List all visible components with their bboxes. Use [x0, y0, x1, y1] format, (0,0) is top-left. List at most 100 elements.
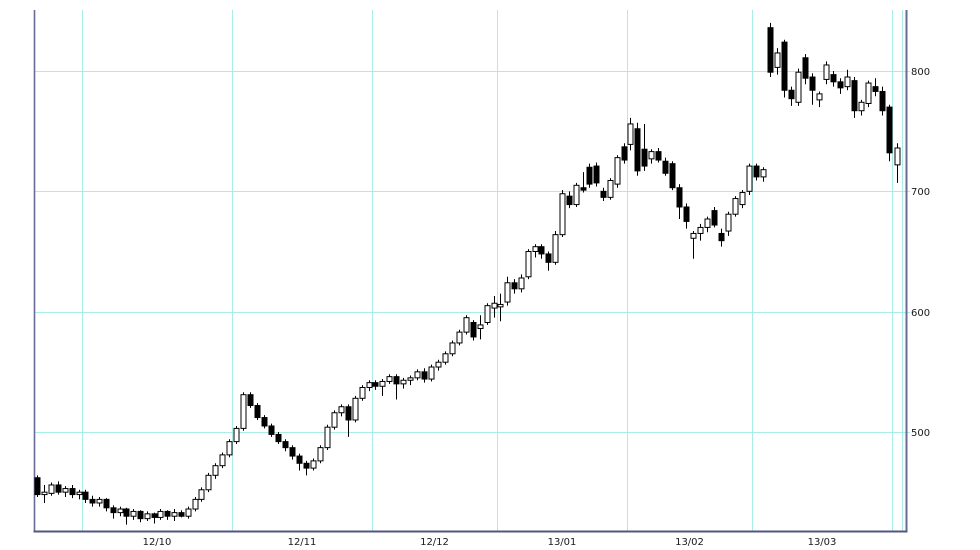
candle-body-up: [198, 489, 205, 500]
candle-body-up: [442, 353, 449, 363]
candle-body-down: [580, 187, 587, 191]
candle-body-down: [545, 253, 552, 263]
candle-body-down: [683, 206, 690, 222]
candle-body-down: [753, 165, 760, 178]
candle-body-down: [55, 484, 62, 493]
candle-body-down: [879, 90, 886, 112]
candle-body-up: [627, 123, 634, 145]
candle-body-down: [872, 86, 879, 92]
candle-body-up: [130, 510, 137, 517]
candle-body-down: [788, 89, 795, 100]
candle-body-down: [641, 148, 648, 167]
y-axis-label: 600: [911, 308, 930, 319]
candle-body-down: [372, 382, 379, 387]
candle-body-down: [711, 210, 718, 226]
candle-body-up: [732, 198, 739, 215]
candle-body-up: [690, 232, 697, 239]
candle-body-down: [151, 513, 158, 518]
candle-body-down: [511, 282, 518, 290]
candle-body-up: [219, 454, 226, 467]
candle-body-down: [538, 246, 545, 255]
candle-body-up: [774, 52, 781, 68]
candle-body-down: [851, 80, 858, 112]
candle-body-up: [795, 71, 802, 103]
candle-body-down: [781, 41, 788, 91]
candle-body-up: [760, 169, 767, 178]
candle-body-up: [894, 147, 901, 166]
candle-body-up: [386, 376, 393, 382]
candle-body-up: [573, 184, 580, 206]
candle-body-up: [823, 64, 830, 80]
candle-body-down: [303, 462, 310, 469]
candle-body-up: [697, 226, 704, 234]
candle-body-up: [491, 302, 498, 309]
candle-body-up: [157, 510, 164, 518]
candle-body-up: [205, 474, 212, 491]
candle-body-down: [767, 27, 774, 73]
candle-body-up: [192, 498, 199, 510]
candle-body-up: [484, 305, 491, 323]
candle-body-down: [593, 165, 600, 184]
candle-body-up: [504, 282, 511, 303]
candle-body-up: [477, 324, 484, 330]
x-axis-label: 12/12: [420, 537, 449, 548]
x-axis-label: 12/10: [143, 537, 172, 548]
candle-body-up: [704, 218, 711, 228]
candle-body-up: [185, 508, 192, 517]
candle-body-down: [137, 510, 144, 520]
x-axis-label: 13/02: [675, 537, 704, 548]
candle-body-up: [379, 380, 386, 387]
candle-body-up: [428, 366, 435, 380]
candle-body-up: [865, 82, 872, 104]
candle-body-down: [830, 74, 837, 83]
y-axis-label: 500: [911, 428, 930, 439]
candle-body-up: [212, 465, 219, 476]
candle-body-up: [48, 484, 55, 494]
candle-body-down: [802, 57, 809, 79]
candle-body-up: [746, 165, 753, 192]
x-axis-label: 12/11: [288, 537, 317, 548]
candle-body-down: [393, 376, 400, 385]
candle-body-up: [463, 317, 470, 333]
candle-body-down: [254, 405, 261, 419]
candle-body-down: [103, 498, 110, 509]
candle-body-up: [525, 251, 532, 278]
candle-body-down: [662, 160, 669, 174]
candle-body-down: [655, 151, 662, 161]
candle-body-up: [614, 157, 621, 185]
candle-body-down: [634, 128, 641, 172]
candle-body-up: [456, 331, 463, 344]
candle-body-down: [275, 433, 282, 443]
candle-body-up: [858, 101, 865, 112]
candle-body-up: [552, 234, 559, 263]
candle-body-down: [34, 477, 41, 496]
candle-body-down: [621, 146, 628, 161]
candle-body-down: [345, 406, 352, 421]
candle-body-down: [676, 187, 683, 208]
y-axis-label: 700: [911, 187, 930, 198]
candle-body-up: [414, 371, 421, 379]
candle-body-down: [164, 510, 171, 517]
candle-body-up: [407, 377, 414, 381]
x-axis-label: 13/03: [808, 537, 837, 548]
candle-body-up: [226, 441, 233, 456]
candle-body-up: [171, 512, 178, 517]
candle-body-up: [310, 460, 317, 469]
candle-body-down: [837, 81, 844, 89]
candle-body-up: [844, 76, 851, 88]
candle-body-up: [317, 447, 324, 462]
candle-body-down: [470, 321, 477, 338]
candle-body-down: [586, 166, 593, 185]
candle-body-up: [76, 491, 83, 496]
candle-body-down: [89, 498, 96, 504]
candle-body-up: [497, 303, 504, 308]
candle-body-up: [648, 151, 655, 160]
candle-body-down: [600, 190, 607, 198]
candle-body-up: [725, 213, 732, 232]
candle-body-down: [289, 447, 296, 457]
candle-body-up: [117, 508, 124, 514]
candle-body-up: [739, 192, 746, 206]
candle-body-down: [669, 163, 676, 189]
